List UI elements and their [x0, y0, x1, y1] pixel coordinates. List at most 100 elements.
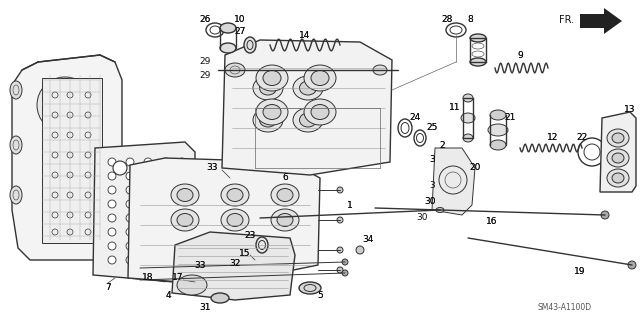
Circle shape	[126, 186, 134, 194]
Ellipse shape	[221, 184, 249, 206]
Ellipse shape	[10, 186, 22, 204]
Circle shape	[162, 186, 170, 194]
Circle shape	[126, 200, 134, 208]
Text: 30: 30	[424, 197, 436, 206]
Text: 11: 11	[449, 103, 461, 113]
Circle shape	[144, 228, 152, 236]
Text: 29: 29	[199, 57, 211, 66]
Ellipse shape	[256, 99, 288, 125]
Ellipse shape	[244, 37, 256, 53]
Ellipse shape	[256, 65, 288, 91]
Circle shape	[162, 214, 170, 222]
Text: 12: 12	[547, 133, 559, 143]
Ellipse shape	[612, 173, 624, 183]
Circle shape	[162, 242, 170, 250]
Text: 29: 29	[199, 70, 211, 79]
Text: 19: 19	[574, 268, 586, 277]
Circle shape	[113, 161, 127, 175]
Text: 28: 28	[442, 16, 452, 25]
Text: 34: 34	[362, 235, 374, 244]
Circle shape	[144, 242, 152, 250]
Polygon shape	[128, 158, 320, 285]
Circle shape	[178, 242, 186, 250]
Circle shape	[162, 228, 170, 236]
Text: 25: 25	[426, 123, 438, 132]
Text: 14: 14	[300, 31, 310, 40]
Text: 13: 13	[624, 106, 636, 115]
Ellipse shape	[470, 58, 486, 66]
Circle shape	[628, 261, 636, 269]
Text: 9: 9	[517, 50, 523, 60]
Circle shape	[337, 187, 343, 193]
Ellipse shape	[304, 99, 336, 125]
Circle shape	[178, 158, 186, 166]
Ellipse shape	[607, 129, 629, 147]
Polygon shape	[42, 78, 102, 243]
Circle shape	[47, 87, 83, 123]
Ellipse shape	[171, 209, 199, 231]
Ellipse shape	[293, 108, 323, 132]
Ellipse shape	[220, 43, 236, 53]
Text: 19: 19	[574, 268, 586, 277]
Text: 10: 10	[234, 16, 246, 25]
Circle shape	[337, 217, 343, 223]
Circle shape	[144, 214, 152, 222]
Ellipse shape	[277, 189, 293, 202]
Text: 1: 1	[347, 201, 353, 210]
Ellipse shape	[612, 153, 624, 163]
Circle shape	[126, 214, 134, 222]
Text: 13: 13	[624, 106, 636, 115]
Ellipse shape	[490, 110, 506, 120]
Text: 27: 27	[234, 27, 246, 36]
Polygon shape	[172, 232, 295, 300]
Circle shape	[178, 228, 186, 236]
Text: 14: 14	[300, 31, 310, 40]
Circle shape	[144, 158, 152, 166]
Ellipse shape	[225, 63, 245, 77]
Ellipse shape	[299, 282, 321, 294]
Text: 16: 16	[486, 218, 498, 226]
Ellipse shape	[311, 105, 329, 120]
Text: 20: 20	[469, 164, 481, 173]
Circle shape	[170, 250, 180, 260]
Ellipse shape	[263, 105, 281, 120]
Circle shape	[342, 270, 348, 276]
Circle shape	[108, 214, 116, 222]
Text: 3: 3	[429, 155, 435, 165]
Circle shape	[178, 214, 186, 222]
Text: 9: 9	[517, 50, 523, 60]
Circle shape	[108, 158, 116, 166]
Ellipse shape	[221, 209, 249, 231]
Ellipse shape	[463, 134, 473, 142]
Text: 23: 23	[244, 231, 256, 240]
Text: 28: 28	[442, 16, 452, 25]
Ellipse shape	[271, 184, 299, 206]
Ellipse shape	[463, 94, 473, 102]
Circle shape	[162, 158, 170, 166]
Text: 3: 3	[429, 155, 435, 165]
Ellipse shape	[607, 169, 629, 187]
Text: 4: 4	[165, 291, 171, 300]
Ellipse shape	[607, 149, 629, 167]
Ellipse shape	[293, 76, 323, 100]
Ellipse shape	[488, 124, 508, 136]
Text: 6: 6	[282, 174, 288, 182]
Text: 21: 21	[504, 114, 516, 122]
Circle shape	[43, 136, 87, 180]
Text: 24: 24	[410, 114, 420, 122]
Text: 30: 30	[424, 197, 436, 206]
Circle shape	[144, 172, 152, 180]
Circle shape	[108, 186, 116, 194]
Text: 26: 26	[199, 16, 211, 25]
Circle shape	[47, 187, 83, 223]
Text: 26: 26	[199, 16, 211, 25]
Text: 8: 8	[467, 16, 473, 25]
Circle shape	[108, 172, 116, 180]
Ellipse shape	[220, 23, 236, 33]
Circle shape	[108, 200, 116, 208]
Ellipse shape	[461, 113, 475, 123]
Text: 27: 27	[234, 27, 246, 36]
Text: 30: 30	[416, 213, 428, 222]
Text: 31: 31	[199, 303, 211, 313]
Text: 18: 18	[142, 273, 154, 283]
